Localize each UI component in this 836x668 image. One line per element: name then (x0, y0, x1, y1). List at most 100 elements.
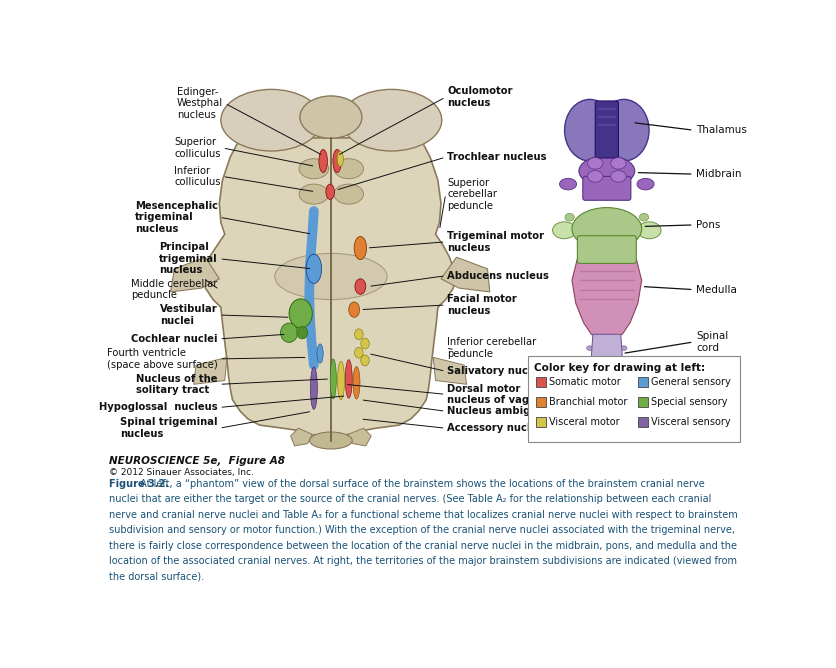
Ellipse shape (593, 373, 619, 384)
Ellipse shape (587, 158, 602, 169)
FancyBboxPatch shape (528, 356, 739, 442)
Text: Visceral motor: Visceral motor (548, 418, 619, 428)
Text: Nucleus of the
solitary tract: Nucleus of the solitary tract (136, 373, 217, 395)
Ellipse shape (586, 346, 592, 351)
Text: At left, a “phantom” view of the dorsal surface of the brainstem shows the locat: At left, a “phantom” view of the dorsal … (137, 479, 704, 489)
Ellipse shape (610, 158, 625, 169)
Ellipse shape (360, 355, 369, 366)
Text: Inferior
colliculus: Inferior colliculus (174, 166, 221, 187)
Ellipse shape (354, 347, 363, 358)
Text: nuclei that are either the target or the source of the cranial nerves. (See Tabl: nuclei that are either the target or the… (110, 494, 711, 504)
FancyBboxPatch shape (582, 176, 630, 200)
Ellipse shape (344, 359, 352, 398)
Ellipse shape (579, 156, 634, 186)
Text: Trigeminal motor
nucleus: Trigeminal motor nucleus (446, 231, 543, 253)
Ellipse shape (564, 213, 573, 221)
Ellipse shape (587, 170, 602, 182)
Polygon shape (571, 259, 641, 341)
Text: Color key for drawing at left:: Color key for drawing at left: (533, 363, 704, 373)
Ellipse shape (299, 96, 361, 138)
FancyBboxPatch shape (535, 397, 545, 407)
Ellipse shape (337, 151, 343, 166)
Ellipse shape (552, 222, 575, 238)
Ellipse shape (333, 150, 341, 172)
Text: Salivatory nuclei: Salivatory nuclei (446, 366, 541, 376)
Text: Vestibular
nuclei: Vestibular nuclei (160, 304, 217, 326)
Text: Abducens nucleus: Abducens nucleus (446, 271, 548, 281)
Polygon shape (171, 257, 219, 292)
FancyBboxPatch shape (577, 236, 635, 263)
Ellipse shape (340, 90, 441, 151)
Text: Hypoglossal  nucleus: Hypoglossal nucleus (99, 402, 217, 412)
Text: Spinal trigeminal
nucleus: Spinal trigeminal nucleus (120, 418, 217, 439)
Text: © 2012 Sinauer Associates, Inc.: © 2012 Sinauer Associates, Inc. (110, 468, 254, 477)
Text: Oculomotor
nucleus: Oculomotor nucleus (446, 86, 512, 108)
Ellipse shape (317, 344, 323, 363)
Text: Dorsal motor
nucleus of vagus: Dorsal motor nucleus of vagus (446, 383, 542, 405)
Ellipse shape (297, 327, 308, 339)
Polygon shape (204, 138, 455, 442)
Polygon shape (590, 334, 622, 384)
Polygon shape (290, 428, 312, 446)
Text: Middle cerebellar
peduncle: Middle cerebellar peduncle (131, 279, 217, 301)
Text: Spinal
cord: Spinal cord (695, 331, 727, 353)
Text: Visceral sensory: Visceral sensory (650, 418, 730, 428)
Ellipse shape (586, 359, 592, 363)
Text: Pons: Pons (695, 220, 720, 230)
Ellipse shape (319, 150, 327, 172)
Text: Somatic motor: Somatic motor (548, 377, 619, 387)
Text: Superior
colliculus: Superior colliculus (174, 137, 221, 159)
Ellipse shape (360, 338, 369, 349)
Text: Facial motor
nucleus: Facial motor nucleus (446, 294, 517, 316)
Text: subdivision and sensory or motor function.) With the exception of the cranial ne: subdivision and sensory or motor functio… (110, 525, 734, 535)
FancyBboxPatch shape (594, 101, 618, 158)
Ellipse shape (334, 159, 363, 179)
Ellipse shape (280, 323, 298, 342)
Ellipse shape (636, 178, 653, 190)
Text: the dorsal surface).: the dorsal surface). (110, 571, 204, 581)
Ellipse shape (637, 222, 660, 238)
Ellipse shape (620, 346, 626, 351)
FancyBboxPatch shape (637, 377, 647, 387)
Ellipse shape (310, 367, 317, 409)
Ellipse shape (354, 279, 365, 294)
Ellipse shape (306, 255, 321, 283)
Text: Nucleus ambiguus: Nucleus ambiguus (446, 406, 550, 416)
Text: Inferior cerebellar
peduncle: Inferior cerebellar peduncle (446, 337, 536, 359)
Ellipse shape (325, 184, 334, 200)
Text: Medulla: Medulla (695, 285, 736, 295)
Ellipse shape (274, 253, 386, 300)
Ellipse shape (329, 359, 336, 399)
Text: Thalamus: Thalamus (695, 125, 746, 135)
Ellipse shape (288, 299, 312, 328)
Ellipse shape (571, 208, 641, 250)
Ellipse shape (639, 213, 648, 221)
FancyBboxPatch shape (637, 397, 647, 407)
Text: Midbrain: Midbrain (695, 169, 741, 179)
Text: General sensory: General sensory (650, 377, 730, 387)
Ellipse shape (334, 184, 363, 204)
Text: Cochlear nuclei: Cochlear nuclei (131, 334, 217, 344)
Ellipse shape (349, 302, 359, 317)
Polygon shape (348, 428, 371, 446)
Ellipse shape (620, 359, 626, 363)
Text: location of the associated cranial nerves. At right, the territories of the majo: location of the associated cranial nerve… (110, 556, 737, 566)
FancyBboxPatch shape (535, 377, 545, 387)
Text: NEUROSCIENCE 5e,  Figure A8: NEUROSCIENCE 5e, Figure A8 (110, 456, 285, 466)
Ellipse shape (353, 367, 359, 399)
Text: Special sensory: Special sensory (650, 397, 726, 407)
FancyBboxPatch shape (637, 418, 647, 428)
Text: Superior
cerebellar
peduncle: Superior cerebellar peduncle (446, 178, 497, 210)
Ellipse shape (610, 170, 625, 182)
Text: Trochlear nucleus: Trochlear nucleus (446, 152, 546, 162)
Ellipse shape (564, 100, 614, 161)
Text: nerve and cranial nerve nuclei and Table A₃ for a functional scheme that localiz: nerve and cranial nerve nuclei and Table… (110, 510, 737, 520)
Ellipse shape (354, 329, 363, 339)
Text: Accessory nucleus: Accessory nucleus (446, 424, 549, 434)
Polygon shape (433, 357, 466, 384)
Ellipse shape (354, 236, 366, 260)
Polygon shape (441, 257, 489, 292)
FancyBboxPatch shape (535, 418, 545, 428)
Ellipse shape (298, 184, 329, 204)
Text: Edinger-
Westphal
nucleus: Edinger- Westphal nucleus (177, 87, 223, 120)
